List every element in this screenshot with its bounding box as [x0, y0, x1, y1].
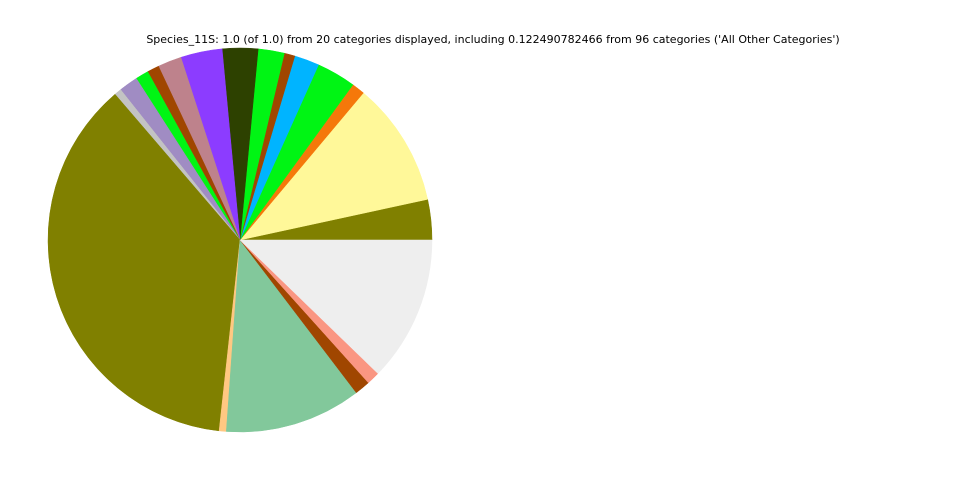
chart-title: Species_11S: 1.0 (of 1.0) from 20 catego… [146, 33, 840, 46]
pie-slice-17 [226, 239, 357, 433]
pie-slice-2 [239, 92, 428, 241]
pie-slice-15 [47, 93, 241, 432]
pie-slice-20 [239, 239, 433, 374]
